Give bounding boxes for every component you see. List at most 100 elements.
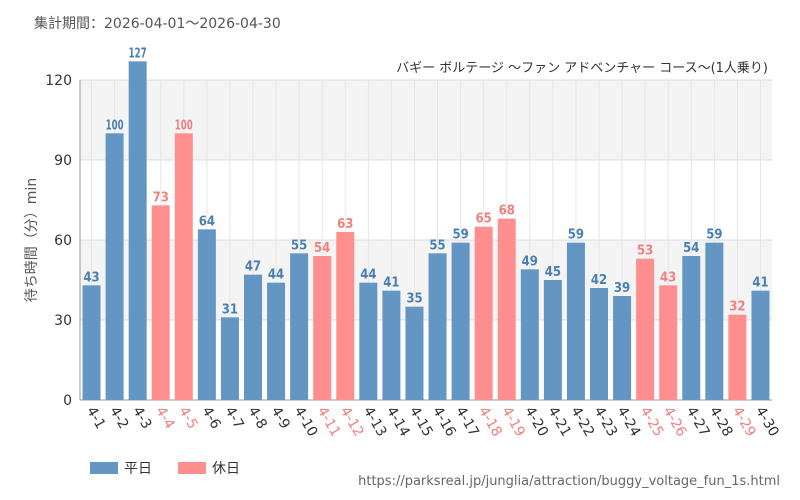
x-tick-label: 4-25 xyxy=(637,404,667,440)
legend-holiday-label: 休日 xyxy=(212,461,240,477)
x-tick-label: 4-10 xyxy=(291,404,321,440)
x-tick-label: 4-18 xyxy=(475,404,505,440)
x-tick-label: 4-20 xyxy=(521,404,551,440)
bar xyxy=(174,133,193,401)
bar xyxy=(128,61,147,400)
bar-value-label: 39 xyxy=(614,281,630,296)
x-tick-label: 4-4 xyxy=(152,404,177,432)
x-tick-label: 4-11 xyxy=(314,404,344,440)
bar-value-label: 55 xyxy=(291,238,307,253)
x-tick-label: 4-12 xyxy=(337,404,367,440)
legend-weekday-label: 平日 xyxy=(124,461,152,477)
bar-value-label: 42 xyxy=(591,273,607,288)
x-tick-label: 4-8 xyxy=(245,404,270,432)
background-bands xyxy=(80,80,772,320)
x-tick-label: 4-15 xyxy=(406,404,436,440)
x-tick-label: 4-14 xyxy=(383,404,413,440)
x-tick-label: 4-27 xyxy=(683,404,713,440)
y-axis-label: 待ち時間（分）min xyxy=(24,178,40,302)
bar-value-label: 32 xyxy=(729,300,745,315)
bar-value-label: 41 xyxy=(383,276,399,291)
x-tick-label: 4-5 xyxy=(175,404,200,432)
bar-value-labels: 43 100 127 73 100 64 31 47 44 55 54 63 44 41 35 55 59 65 6… xyxy=(83,46,768,317)
x-tick-label: 4-7 xyxy=(221,404,246,432)
bar-value-label: 44 xyxy=(360,268,376,283)
bar-value-label: 43 xyxy=(660,270,676,285)
y-tick-label: 0 xyxy=(63,393,72,409)
y-tick-label: 30 xyxy=(54,313,72,329)
bar xyxy=(659,285,678,400)
bar xyxy=(728,314,747,400)
x-tick-label: 4-30 xyxy=(752,404,782,440)
bar-value-label: 43 xyxy=(83,270,99,285)
bar xyxy=(82,285,101,400)
bars xyxy=(82,61,770,401)
bar-value-label: 55 xyxy=(429,238,445,253)
x-tick-label: 4-13 xyxy=(360,404,390,440)
period-label: 集計期間：2026-04-01～2026-04-30 xyxy=(34,16,281,32)
y-tick-label: 60 xyxy=(54,233,72,249)
x-tick-label: 4-17 xyxy=(452,404,482,440)
bar-value-label: 54 xyxy=(683,241,699,256)
x-tick-label: 4-1 xyxy=(83,404,108,432)
bar-value-label: 100 xyxy=(106,118,124,133)
bar xyxy=(359,282,378,400)
x-tick-label: 4-24 xyxy=(614,404,644,440)
x-tick-label: 4-21 xyxy=(544,404,574,440)
x-tick-label: 4-16 xyxy=(429,404,459,440)
bar xyxy=(705,242,724,400)
x-tick-label: 4-19 xyxy=(498,404,528,440)
holiday-swatch xyxy=(178,462,206,474)
x-axis-ticks: 4-14-24-34-44-54-64-74-84-94-104-114-124… xyxy=(83,404,782,440)
x-tick-label: 4-23 xyxy=(591,404,621,440)
bar xyxy=(313,256,332,400)
grid-band xyxy=(80,240,772,320)
bar-value-label: 63 xyxy=(337,217,353,232)
bar-value-label: 31 xyxy=(222,302,238,317)
bar xyxy=(566,242,585,400)
bar xyxy=(290,253,309,400)
x-tick-label: 4-6 xyxy=(198,404,223,432)
bar xyxy=(543,280,562,400)
bar-value-label: 44 xyxy=(268,268,284,283)
bar-value-label: 54 xyxy=(314,241,330,256)
bar xyxy=(105,133,124,401)
grid-band xyxy=(80,80,772,160)
y-tick-label: 90 xyxy=(54,153,72,169)
legend: 平日 休日 xyxy=(90,458,240,478)
bar-value-label: 68 xyxy=(499,204,515,219)
bar-value-label: 35 xyxy=(406,292,422,307)
bar xyxy=(451,242,470,400)
x-tick-label: 4-9 xyxy=(268,404,293,432)
x-tick-label: 4-26 xyxy=(660,404,690,440)
bar-value-label: 47 xyxy=(245,260,261,275)
bar xyxy=(428,253,447,400)
y-tick-label: 120 xyxy=(45,73,72,89)
x-tick-label: 4-29 xyxy=(729,404,759,440)
legend-item-weekday: 平日 xyxy=(90,458,152,478)
bar xyxy=(682,256,701,400)
x-tick-label: 4-2 xyxy=(106,404,131,432)
bar-value-label: 53 xyxy=(637,244,653,259)
bar xyxy=(244,274,262,400)
legend-item-holiday: 休日 xyxy=(178,458,240,478)
bar-value-label: 59 xyxy=(452,228,468,243)
chart-title: バギー ボルテージ ～ファン アドベンチャー コース～(1人乗り) xyxy=(396,61,768,76)
weekday-swatch xyxy=(90,462,118,474)
bar xyxy=(520,269,539,400)
bar-value-label: 59 xyxy=(706,228,722,243)
bar-value-label: 100 xyxy=(175,118,193,133)
bar-value-label: 64 xyxy=(199,214,215,229)
bar xyxy=(197,229,216,400)
bar xyxy=(613,296,632,400)
bar xyxy=(497,218,516,400)
bar xyxy=(220,317,239,400)
bar-value-label: 41 xyxy=(752,276,768,291)
y-axis-ticks: 0 30 60 90 120 xyxy=(45,73,72,409)
bar xyxy=(751,290,770,400)
x-tick-label: 4-3 xyxy=(129,404,154,432)
bar-value-label: 73 xyxy=(153,190,169,205)
bar xyxy=(151,205,170,400)
bar xyxy=(336,232,355,400)
bar xyxy=(267,282,286,400)
